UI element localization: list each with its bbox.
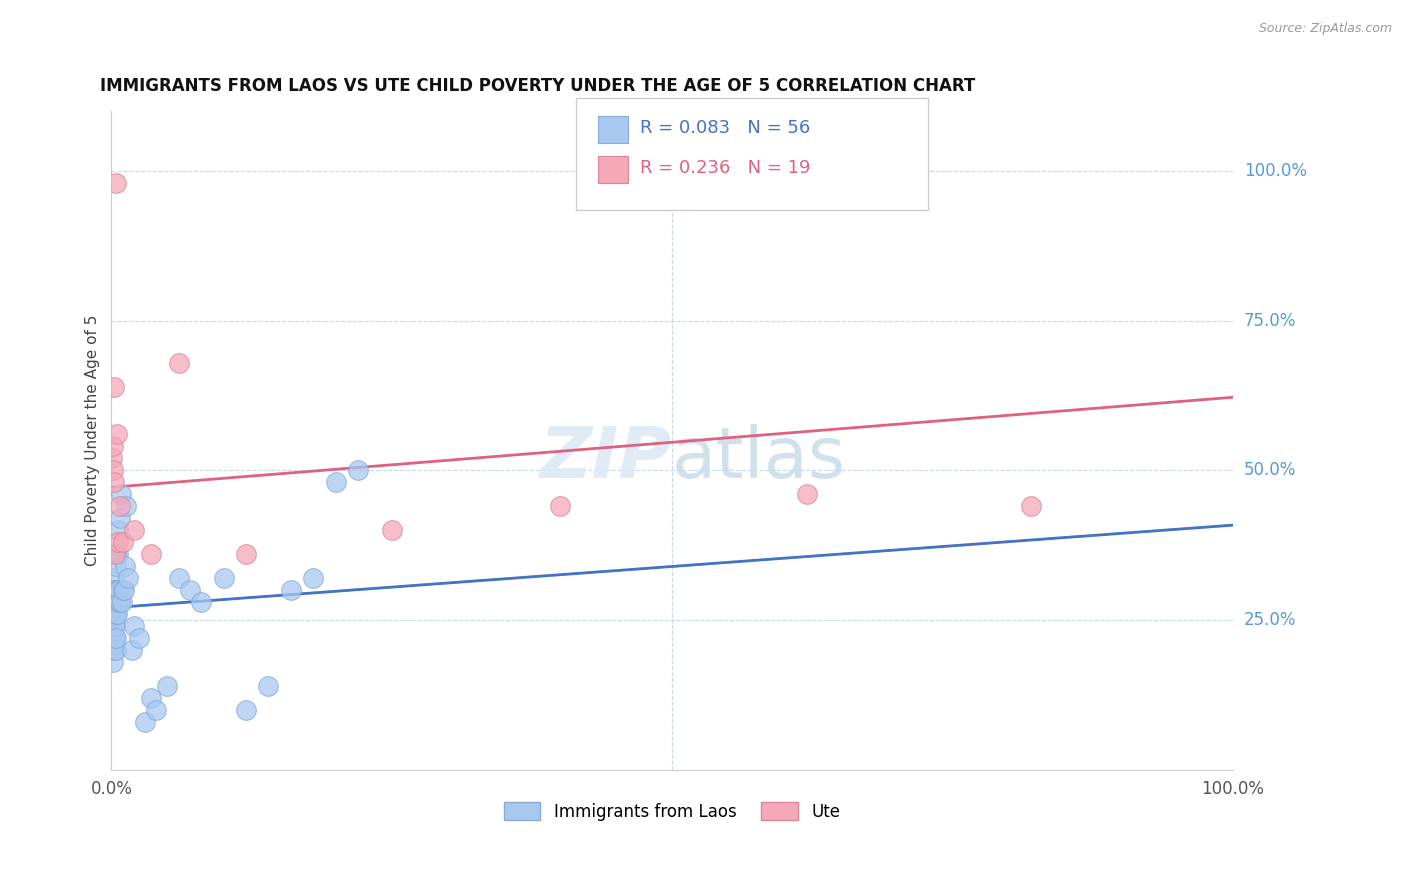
Point xyxy=(104,176,127,190)
Point xyxy=(325,475,347,490)
Point xyxy=(105,547,128,561)
Point xyxy=(110,487,132,501)
Point xyxy=(105,595,128,609)
Point xyxy=(796,487,818,501)
Legend: Immigrants from Laos, Ute: Immigrants from Laos, Ute xyxy=(503,802,841,821)
Point xyxy=(104,547,127,561)
Point xyxy=(302,571,325,585)
Point xyxy=(115,500,138,514)
Point xyxy=(105,607,128,622)
Point xyxy=(103,571,125,585)
Text: 50.0%: 50.0% xyxy=(1244,461,1296,479)
Point xyxy=(280,583,302,598)
Point xyxy=(108,583,131,598)
Point xyxy=(101,463,124,477)
Point xyxy=(179,583,201,598)
Point xyxy=(167,355,190,369)
Point xyxy=(107,524,129,538)
Text: 25.0%: 25.0% xyxy=(1244,611,1296,629)
Point xyxy=(104,559,127,574)
Text: ZIP: ZIP xyxy=(540,424,672,493)
Point xyxy=(103,379,125,393)
Point xyxy=(145,703,167,717)
Point xyxy=(167,571,190,585)
Point xyxy=(381,524,404,538)
Point xyxy=(110,500,132,514)
Point xyxy=(103,643,125,657)
Point xyxy=(101,643,124,657)
Point xyxy=(111,535,134,549)
Point xyxy=(117,571,139,585)
Point xyxy=(107,595,129,609)
Text: atlas: atlas xyxy=(672,424,846,493)
Text: R = 0.236   N = 19: R = 0.236 N = 19 xyxy=(640,159,810,177)
Point xyxy=(114,559,136,574)
Point xyxy=(139,547,162,561)
Point xyxy=(107,547,129,561)
Point xyxy=(104,631,127,645)
Point xyxy=(212,571,235,585)
Point xyxy=(134,714,156,729)
Point xyxy=(110,595,132,609)
Point xyxy=(105,427,128,442)
Point xyxy=(101,595,124,609)
Point xyxy=(235,703,257,717)
Text: 100.0%: 100.0% xyxy=(1244,161,1306,180)
Point xyxy=(1019,500,1042,514)
Point xyxy=(122,524,145,538)
Point xyxy=(121,643,143,657)
Point xyxy=(104,631,127,645)
Point xyxy=(235,547,257,561)
Point xyxy=(101,451,124,466)
Point xyxy=(190,595,212,609)
Point xyxy=(101,439,124,453)
Point xyxy=(139,691,162,706)
Point xyxy=(104,619,127,633)
Point xyxy=(101,655,124,669)
Point xyxy=(108,511,131,525)
Point xyxy=(107,583,129,598)
Text: R = 0.083   N = 56: R = 0.083 N = 56 xyxy=(640,119,810,136)
Point xyxy=(103,595,125,609)
Point xyxy=(122,619,145,633)
Text: Source: ZipAtlas.com: Source: ZipAtlas.com xyxy=(1258,22,1392,36)
Point xyxy=(101,583,124,598)
Text: 75.0%: 75.0% xyxy=(1244,311,1296,330)
Point xyxy=(105,607,128,622)
Point xyxy=(111,583,134,598)
Y-axis label: Child Poverty Under the Age of 5: Child Poverty Under the Age of 5 xyxy=(86,315,100,566)
Point xyxy=(128,631,150,645)
Point xyxy=(105,583,128,598)
Point xyxy=(347,463,370,477)
Point xyxy=(112,583,135,598)
Point xyxy=(107,535,129,549)
Point xyxy=(104,607,127,622)
Point xyxy=(101,631,124,645)
Point xyxy=(103,475,125,490)
Point xyxy=(103,619,125,633)
Point xyxy=(104,643,127,657)
Point xyxy=(103,607,125,622)
Point xyxy=(110,595,132,609)
Point xyxy=(548,500,571,514)
Point xyxy=(104,595,127,609)
Point xyxy=(156,679,179,693)
Point xyxy=(104,583,127,598)
Text: IMMIGRANTS FROM LAOS VS UTE CHILD POVERTY UNDER THE AGE OF 5 CORRELATION CHART: IMMIGRANTS FROM LAOS VS UTE CHILD POVERT… xyxy=(100,78,976,95)
Point xyxy=(257,679,280,693)
Point xyxy=(101,619,124,633)
Point xyxy=(103,631,125,645)
